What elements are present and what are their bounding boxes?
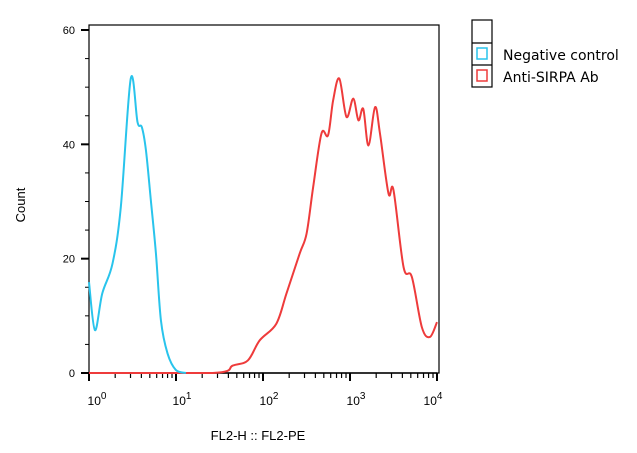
legend-label-anti-sirpa: Anti-SIRPA Ab: [503, 70, 599, 86]
y-tick-label: 60: [63, 25, 75, 37]
x-axis-label: FL2-H :: FL2-PE: [211, 428, 306, 443]
y-tick-label: 40: [63, 139, 75, 151]
legend-label-negative-control: Negative control: [503, 48, 619, 64]
legend-swatch-negative-control: [476, 47, 488, 60]
x-tick-label: 102: [260, 391, 279, 408]
y-tick-label: 0: [69, 368, 75, 380]
legend-swatch-anti-sirpa: [476, 69, 488, 82]
legend: Negative control Anti-SIRPA Ab: [471, 19, 619, 88]
series-line-negative-control: [88, 75, 187, 374]
y-tick-label: 20: [63, 254, 75, 266]
y-axis-label: Count: [13, 187, 28, 222]
x-tick-label: 100: [88, 391, 107, 408]
x-tick-label: 104: [424, 391, 443, 408]
series-line-anti-sirpa-ab: [89, 77, 438, 375]
x-tick-label: 101: [173, 391, 192, 408]
plot-frame: [88, 24, 440, 374]
x-tick-label: 103: [347, 391, 366, 408]
legend-frame: [471, 19, 493, 88]
